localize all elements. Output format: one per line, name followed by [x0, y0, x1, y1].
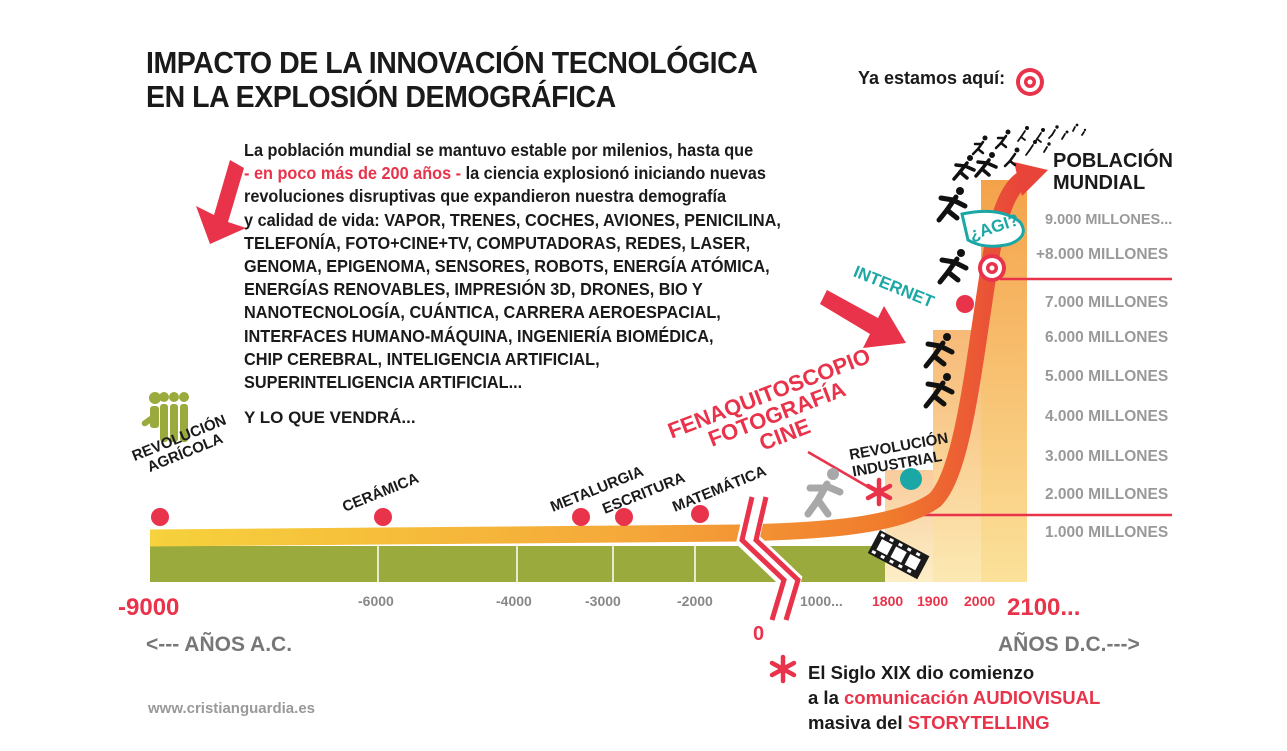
note-line-2-pre: a la [808, 687, 844, 708]
dot-internet [956, 295, 974, 313]
title-line-2: EN LA EXPLOSIÓN DEMOGRÁFICA [146, 79, 616, 114]
year-1800: 1800 [872, 593, 904, 609]
pop-8000: +8.000 MILLONES [1036, 246, 1169, 263]
intro-line-9: INTERFACES HUMANO-MÁQUINA, INGENIERÍA BI… [244, 325, 714, 346]
pop-1000: 1.000 MILLONES [1045, 524, 1169, 541]
note-asterisk-icon [768, 654, 798, 684]
intro-line-4: y calidad de vida: VAPOR, TRENES, COCHES… [244, 209, 781, 230]
here-label: Ya estamos aquí: [858, 68, 1006, 88]
target-icon-here [1016, 68, 1044, 96]
year-minus-9000: -9000 [118, 594, 180, 621]
note-line-3: masiva del STORYTELLING [808, 710, 1100, 735]
intro-line-11: SUPERINTELIGENCIA ARTIFICIAL... [244, 372, 523, 393]
dot-agricola [151, 508, 169, 526]
film-strip-icon [867, 530, 930, 580]
future-text: Y LO QUE VENDRÁ... [244, 408, 416, 427]
pop-6000: 6.000 MILLONES [1045, 329, 1169, 346]
era-ad-label: AÑOS D.C.---> [998, 633, 1140, 656]
dot-industrial [900, 468, 922, 490]
asterisk-icon [865, 477, 893, 507]
intro-line-2-rest: la ciencia explosionó iniciando nuevas [461, 163, 766, 184]
walking-figure-icon [804, 468, 844, 518]
pop-2000: 2.000 MILLONES [1045, 486, 1169, 503]
note-text: El Siglo XIX dio comienzo a la comunicac… [808, 660, 1100, 735]
note-line-2: a la comunicación AUDIOVISUAL [808, 685, 1100, 710]
era-bc-label: <--- AÑOS A.C. [146, 633, 293, 656]
population-title-line-2: MUNDIAL [1053, 172, 1146, 194]
intro-line-10: CHIP CEREBRAL, INTELIGENCIA ARTIFICIAL, [244, 348, 600, 369]
year-1900: 1900 [917, 593, 949, 609]
credit-link[interactable]: www.cristianguardia.es [148, 700, 315, 717]
curve-arrow-head [1014, 162, 1048, 196]
pop-7000: 7.000 MILLONES [1045, 294, 1169, 311]
pop-3000: 3.000 MILLONES [1045, 448, 1169, 465]
dot-matematica [691, 505, 709, 523]
year-minus-4000: -4000 [496, 593, 532, 609]
note-line-2-red: comunicación AUDIOVISUAL [844, 687, 1101, 708]
arrow-icon-internet [820, 290, 906, 348]
pop-9000: 9.000 MILLONES... [1045, 212, 1173, 228]
dot-ceramica [374, 508, 392, 526]
population-title: POBLACIÓN MUNDIAL [1053, 150, 1173, 194]
farmers-icon [141, 392, 189, 442]
note-line-1: El Siglo XIX dio comienzo [808, 662, 1035, 683]
dot-metalurgia [572, 508, 590, 526]
dot-escritura [615, 508, 633, 526]
year-minus-3000: -3000 [585, 593, 621, 609]
target-icon-current [978, 254, 1006, 282]
year-1000: 1000... [800, 593, 843, 609]
note-line-3-red: STORYTELLING [907, 712, 1050, 733]
intro-line-7: ENERGÍAS RENOVABLES, IMPRESIÓN 3D, DRONE… [244, 279, 703, 300]
intro-line-3: revoluciones disruptivas que expandieron… [244, 186, 727, 207]
intro-line-8: NANOTECNOLOGÍA, CUÁNTICA, CARRERA AEROES… [244, 302, 721, 323]
page-title: IMPACTO DE LA INNOVACIÓN TECNOLÓGICA EN … [146, 45, 758, 114]
intro-highlight: - en poco más de 200 años - [244, 163, 462, 184]
population-title-line-1: POBLACIÓN [1053, 150, 1173, 172]
intro-line-2: - en poco más de 200 años - la ciencia e… [244, 162, 839, 185]
year-2100: 2100... [1007, 594, 1081, 621]
title-line-1: IMPACTO DE LA INNOVACIÓN TECNOLÓGICA [146, 45, 758, 80]
intro-text: La población mundial se mantuvo estable … [244, 139, 839, 394]
year-2000: 2000 [964, 593, 996, 609]
runners-icon [923, 123, 1087, 409]
pop-5000: 5.000 MILLONES [1045, 368, 1169, 385]
intro-line-5: TELEFONÍA, FOTO+CINE+TV, COMPUTADORAS, R… [244, 232, 751, 253]
year-minus-2000: -2000 [677, 593, 713, 609]
intro-line-1: La población mundial se mantuvo estable … [244, 140, 754, 160]
intro-line-6: GENOMA, EPIGENOMA, SENSORES, ROBOTS, ENE… [244, 256, 770, 277]
year-zero: 0 [753, 623, 765, 645]
year-minus-6000: -6000 [358, 593, 394, 609]
arrow-icon-left [196, 160, 246, 244]
note-line-3-pre: masiva del [808, 712, 908, 733]
pop-4000: 4.000 MILLONES [1045, 408, 1169, 425]
